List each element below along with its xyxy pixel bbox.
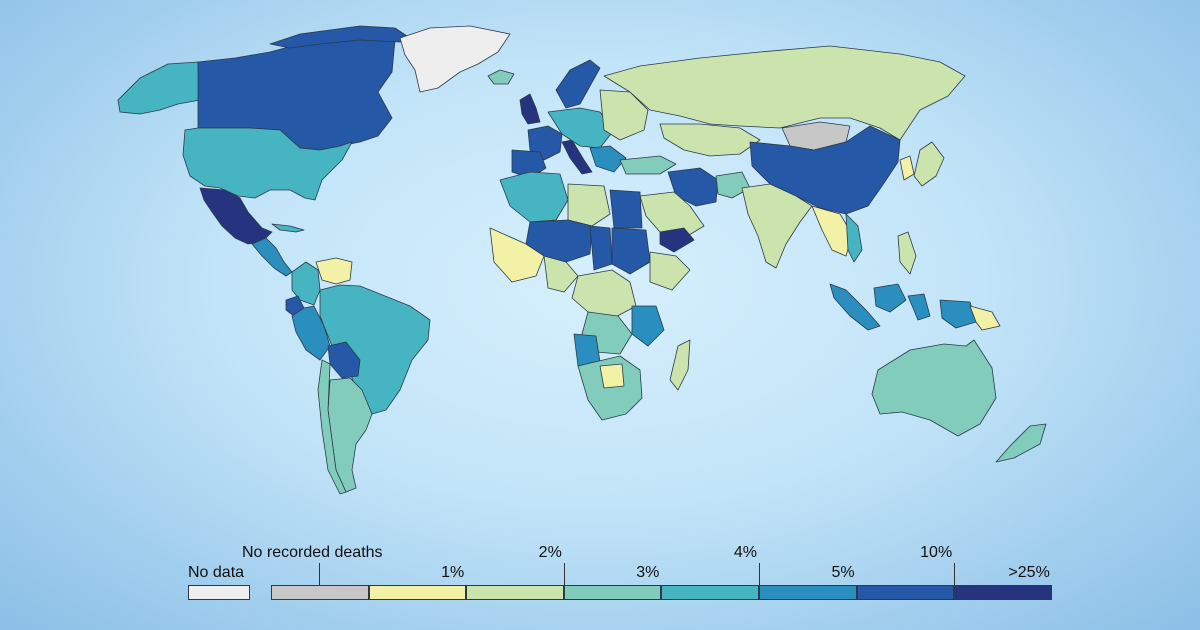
legend-threshold-label: 10%	[920, 544, 953, 561]
country-alaska[interactable]	[117, 61, 201, 115]
country-madagascar[interactable]	[669, 339, 691, 391]
legend-threshold-tick	[954, 563, 956, 585]
country-libya[interactable]	[567, 183, 611, 227]
country-southeast-asia[interactable]	[811, 205, 853, 257]
country-southern-africa[interactable]	[577, 355, 643, 421]
country-egypt[interactable]	[609, 189, 643, 229]
country-tanzania[interactable]	[631, 305, 665, 347]
country-chad[interactable]	[589, 225, 613, 271]
country-vietnam[interactable]	[845, 213, 863, 263]
country-indonesia-east[interactable]	[907, 293, 931, 321]
country-cuba[interactable]	[271, 223, 305, 233]
country-png[interactable]	[969, 305, 1001, 331]
legend-no-data-label: No data	[188, 564, 245, 581]
country-indonesia-sumatra[interactable]	[829, 283, 881, 331]
country-chile[interactable]	[317, 359, 347, 495]
country-balkans[interactable]	[589, 145, 627, 173]
legend-threshold-label: 3%	[636, 564, 660, 581]
country-saudi-arabia[interactable]	[639, 191, 705, 239]
country-uk[interactable]	[519, 93, 541, 125]
country-philippines[interactable]	[897, 231, 917, 275]
legend-swatch-bin-7	[954, 585, 1052, 600]
country-iceland[interactable]	[487, 69, 515, 85]
country-morocco-algeria[interactable]	[499, 171, 569, 223]
legend-swatch-bin-6	[856, 585, 955, 600]
legend-swatch-no-recorded-deaths	[271, 585, 369, 600]
country-ethiopia[interactable]	[649, 251, 691, 291]
country-colombia[interactable]	[291, 261, 321, 306]
country-new-zealand[interactable]	[995, 423, 1047, 463]
country-india[interactable]	[741, 183, 813, 269]
country-turkey[interactable]	[619, 155, 677, 175]
country-scandinavia[interactable]	[555, 59, 601, 109]
country-kazakhstan[interactable]	[659, 123, 761, 157]
country-korea[interactable]	[899, 155, 915, 181]
legend-threshold-label: 1%	[441, 564, 465, 581]
country-mexico[interactable]	[199, 187, 273, 245]
country-afghanistan[interactable]	[715, 171, 751, 199]
legend-no-recorded-deaths-label: No recorded deaths	[242, 544, 383, 561]
legend-swatch-bin-1	[368, 585, 467, 600]
country-west-africa[interactable]	[489, 227, 545, 283]
country-central-europe[interactable]	[547, 107, 615, 149]
country-angola[interactable]	[573, 333, 601, 367]
country-greenland	[399, 25, 511, 93]
country-nigeria[interactable]	[543, 255, 579, 293]
legend-threshold-label: >25%	[1008, 564, 1050, 581]
country-central-america[interactable]	[251, 237, 293, 277]
country-papua[interactable]	[939, 299, 977, 329]
legend-swatch-bin-4	[661, 585, 759, 600]
country-yemen[interactable]	[659, 227, 695, 253]
country-indonesia-borneo[interactable]	[873, 283, 907, 313]
country-australia[interactable]	[871, 339, 997, 437]
legend: No data No recorded deaths 1% 2% 3% 4% 5% 10%…	[0, 540, 1200, 630]
country-venezuela[interactable]	[315, 257, 353, 285]
legend-threshold-label: 4%	[733, 544, 757, 561]
legend-threshold-label: 2%	[538, 544, 562, 561]
legend-threshold-label: 5%	[831, 564, 855, 581]
legend-swatch-bin-3	[563, 585, 662, 600]
world-choropleth-map	[117, 25, 1047, 495]
legend-no-data-swatch	[188, 585, 250, 600]
legend-threshold-tick	[759, 563, 760, 585]
legend-threshold-tick	[563, 563, 565, 585]
country-usa[interactable]	[182, 127, 353, 201]
country-russia[interactable]	[603, 45, 966, 141]
country-botswana[interactable]	[599, 363, 625, 389]
legend-no-recorded-tick	[319, 563, 320, 585]
country-sudan[interactable]	[611, 227, 651, 275]
legend-swatch-bin-5	[759, 585, 857, 600]
legend-swatch-bin-2	[466, 585, 564, 600]
country-japan[interactable]	[913, 141, 945, 187]
country-central-africa[interactable]	[571, 269, 637, 321]
